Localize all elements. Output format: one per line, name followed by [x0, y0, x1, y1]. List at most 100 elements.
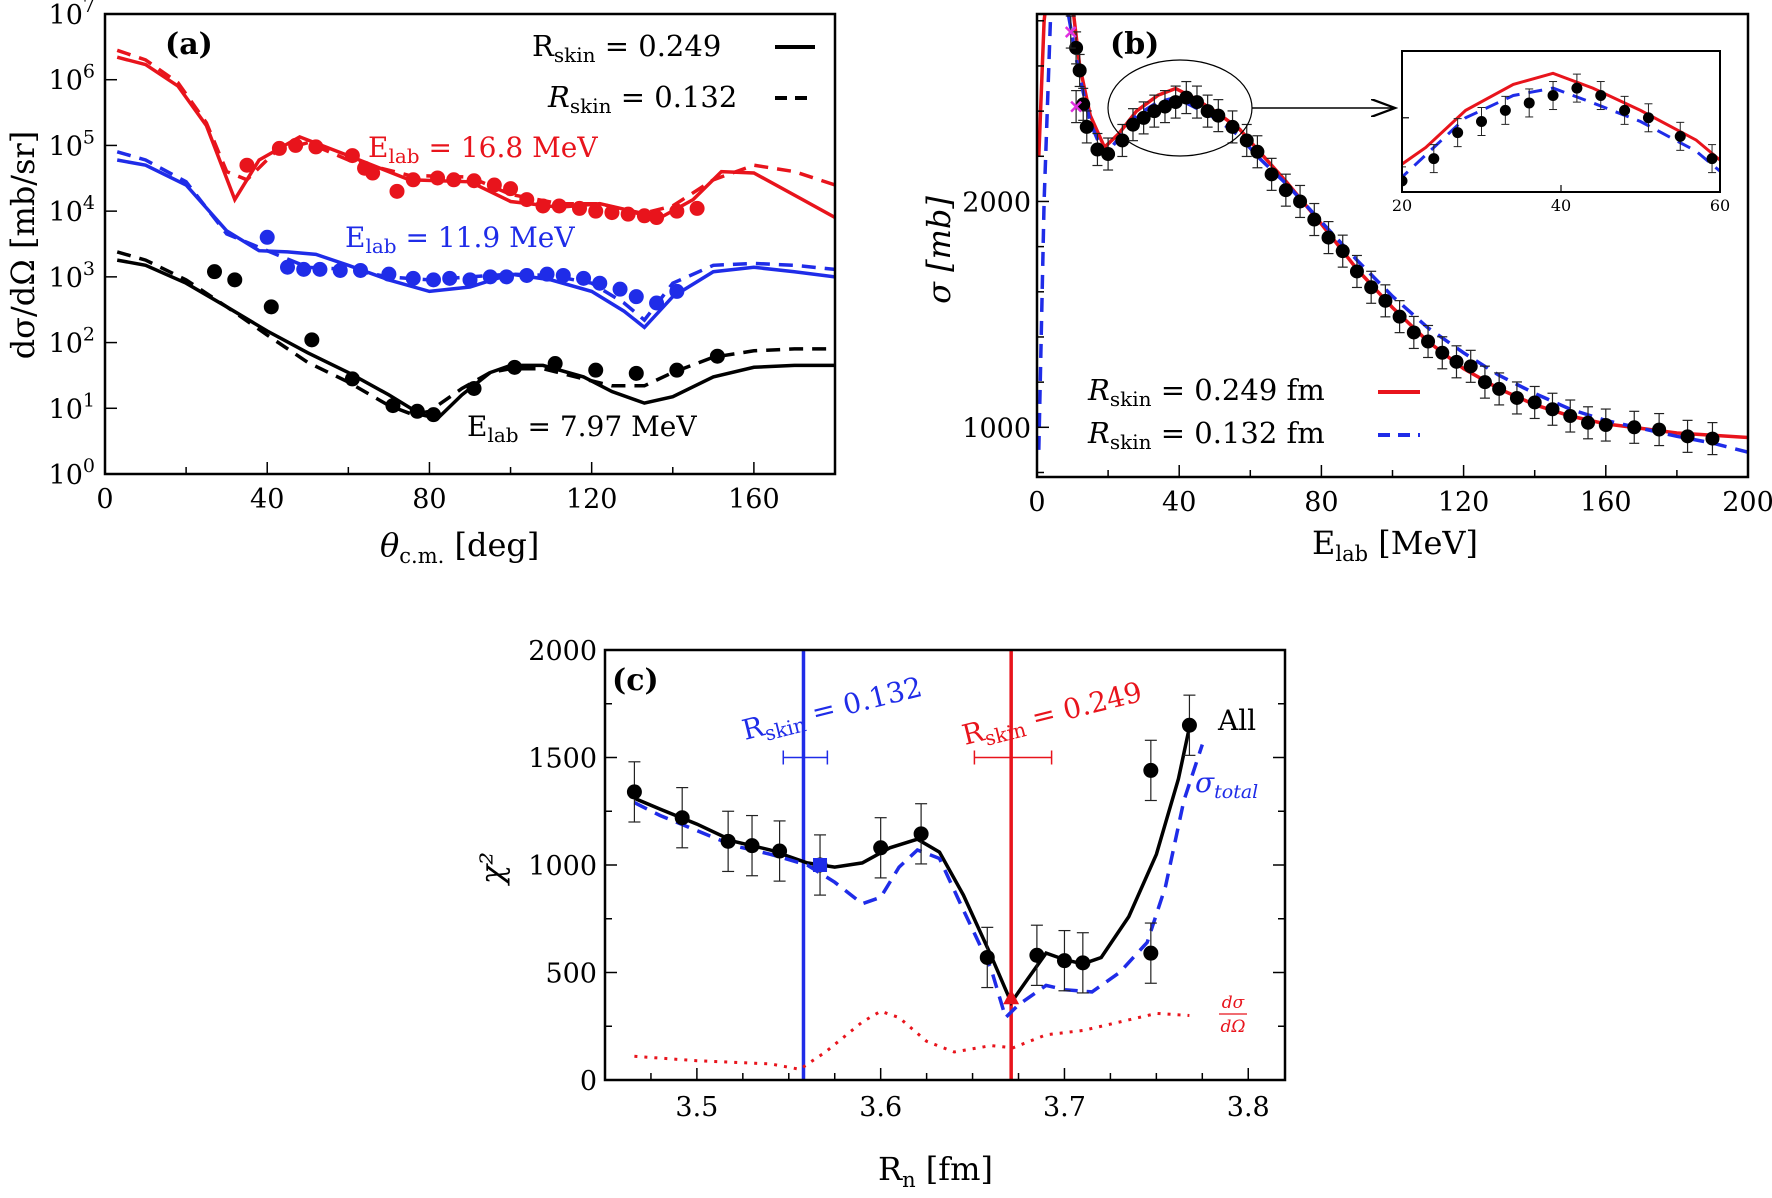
data-point-red	[620, 206, 636, 222]
data-point-red	[636, 208, 652, 224]
y-tick-label-c: 1500	[528, 744, 597, 775]
inset-data-point	[1523, 97, 1535, 109]
y-tick-label-a: 103	[49, 258, 95, 294]
data-point-black	[409, 403, 425, 419]
c-data-point	[979, 949, 995, 965]
data-point	[1189, 95, 1204, 110]
data-point-red	[649, 210, 665, 226]
data-point-black	[669, 362, 685, 378]
y-tick-label-a: 102	[49, 324, 95, 360]
legend-a-1: Rskin = 0.249	[532, 29, 721, 67]
data-point-blue	[555, 267, 571, 283]
data-point	[1125, 117, 1140, 132]
x-tick-label-a: 160	[728, 484, 780, 515]
inset-data-point	[1595, 90, 1607, 102]
data-point	[1147, 104, 1162, 119]
x-tick-label-b: 200	[1722, 487, 1772, 518]
data-point-blue	[332, 262, 348, 278]
data-point-blue	[426, 272, 441, 288]
data-point	[1293, 194, 1308, 209]
legend-b-2: Rskin = 0.132 fm	[1087, 416, 1325, 454]
series-line-dd	[634, 1009, 1190, 1071]
data-point	[1477, 375, 1492, 390]
data-point	[1545, 402, 1560, 417]
c-data-point	[720, 833, 736, 849]
data-point-black	[466, 381, 482, 397]
data-point	[1705, 431, 1720, 446]
data-point-red	[466, 173, 482, 189]
data-point	[1069, 40, 1084, 55]
data-point-red	[572, 200, 587, 216]
series-line-blue-dashed	[116, 150, 835, 323]
x-tick-label-c: 3.6	[859, 1092, 902, 1123]
inset-x-tick-label: 60	[1710, 196, 1730, 215]
data-point-black	[709, 348, 725, 364]
minimum-marker-blue	[813, 858, 828, 872]
data-point	[1463, 359, 1478, 374]
series-line-red-solid	[116, 55, 835, 220]
data-point-red	[344, 148, 360, 164]
c-data-point	[1029, 947, 1045, 963]
panel-a-ylabel: dσ/dΩ [mb/sr]	[4, 131, 42, 360]
data-point	[1598, 418, 1613, 433]
data-point	[1168, 95, 1183, 110]
panel-a-tag: (a)	[165, 27, 213, 62]
data-point-black	[385, 398, 401, 414]
x-tick-label-c: 3.5	[675, 1092, 718, 1123]
series-label-168: Elab = 16.8 MeV	[368, 131, 598, 168]
data-point-blue	[669, 283, 685, 299]
c-data-point	[1143, 945, 1159, 961]
data-point	[1225, 119, 1240, 134]
data-point-black	[304, 332, 320, 348]
data-point-red	[446, 172, 462, 188]
inset-background	[1402, 51, 1720, 192]
data-point-blue	[280, 259, 295, 275]
x-tick-label-a: 80	[412, 484, 446, 515]
data-point	[1200, 104, 1215, 119]
data-point	[1652, 422, 1667, 437]
data-point	[1264, 167, 1279, 182]
inset-data-point	[1642, 112, 1654, 124]
inset: 20 40 60	[1392, 50, 1730, 215]
data-point	[1509, 390, 1524, 405]
data-point-black	[207, 264, 222, 280]
x-tick-label-a: 40	[250, 484, 284, 515]
data-point-red	[519, 192, 535, 208]
data-point	[1079, 119, 1094, 134]
data-point	[1239, 133, 1254, 148]
panel-c: 3.5 3.6 3.7 3.8 0 500 1000 1500 2000 (c) Rskin =…	[473, 636, 1287, 1192]
curve-label-total: σtotal	[1195, 766, 1258, 803]
data-point-red	[239, 157, 255, 173]
inset-data-point	[1619, 104, 1631, 116]
data-point	[1364, 280, 1379, 295]
inset-data-point	[1571, 82, 1583, 94]
data-point	[1090, 142, 1105, 157]
curve-label-dsigma: dσ dΩ	[1219, 993, 1247, 1037]
panel-b-ylabel: σ [mb]	[920, 196, 958, 304]
series-line-all	[633, 727, 1192, 1007]
inset-data-point	[1452, 127, 1464, 139]
panel-b-legend: Rskin = 0.249 fm Rskin = 0.132 fm	[1087, 373, 1420, 454]
data-point	[1307, 212, 1322, 227]
data-point	[1449, 354, 1464, 369]
data-point	[1278, 183, 1293, 198]
data-point	[1392, 309, 1407, 324]
data-point-blue	[462, 272, 478, 288]
panel-c-xlabel: Rn [fm]	[878, 1150, 993, 1192]
panel-c-tag: (c)	[612, 663, 659, 698]
data-point-blue	[499, 269, 514, 285]
panel-a-legend: Rskin = 0.249 Rskin = 0.132	[532, 29, 815, 118]
data-point	[1157, 99, 1172, 114]
data-point	[1136, 110, 1151, 125]
data-point	[1076, 97, 1091, 112]
data-point-blue	[312, 261, 328, 277]
data-point-magenta	[1064, 26, 1077, 38]
c-data-point	[1143, 762, 1159, 778]
data-point	[1335, 244, 1350, 259]
y-tick-label-c: 1000	[528, 851, 597, 882]
y-tick-label-b: 2000	[962, 187, 1031, 218]
data-point-blue	[296, 261, 312, 277]
panel-a-xlabel: θc.m. [deg]	[380, 526, 539, 568]
c-data-point	[1075, 955, 1091, 971]
